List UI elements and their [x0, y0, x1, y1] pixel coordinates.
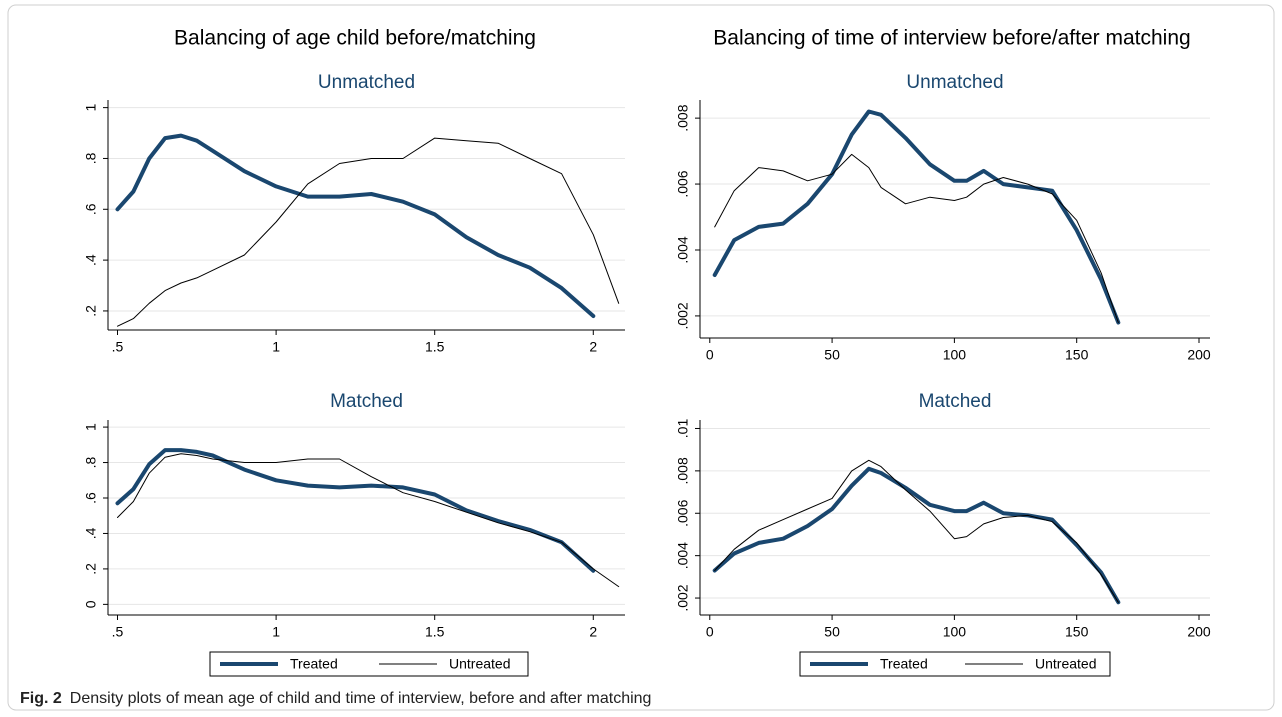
y-tick-label: .2	[83, 563, 99, 575]
series-line	[115, 133, 596, 318]
y-tick-label: .4	[83, 527, 99, 539]
legend-label: Treated	[290, 656, 338, 672]
caption-text: Density plots of mean age of child and t…	[70, 690, 652, 707]
series-line	[115, 448, 596, 573]
x-tick-label: 200	[1187, 624, 1211, 640]
series-line	[117, 453, 620, 588]
y-tick-label: .2	[83, 305, 99, 317]
y-tick-label: .002	[675, 584, 691, 611]
series-line	[712, 109, 1121, 325]
legend-label: Untreated	[449, 656, 510, 672]
y-tick-label: .006	[675, 170, 691, 197]
plot-title: Unmatched	[906, 72, 1003, 93]
y-tick-label: 1	[83, 104, 99, 112]
y-tick-label: .004	[675, 236, 691, 263]
y-tick-label: .004	[675, 542, 691, 569]
series-line	[712, 466, 1121, 605]
x-tick-label: .5	[112, 339, 124, 355]
x-tick-label: 2	[589, 339, 597, 355]
y-tick-label: .8	[83, 456, 99, 468]
x-tick-label: 1.5	[425, 624, 445, 640]
x-tick-label: 150	[1065, 347, 1089, 363]
x-tick-label: 100	[943, 347, 967, 363]
x-tick-label: 200	[1187, 347, 1211, 363]
series-line	[117, 137, 620, 327]
x-tick-label: 0	[706, 347, 714, 363]
x-tick-label: 50	[824, 347, 840, 363]
plot-title: Matched	[919, 391, 992, 412]
caption: Fig. 2 Density plots of mean age of child…	[20, 690, 651, 707]
series-line	[714, 459, 1119, 603]
legend-label: Treated	[880, 656, 928, 672]
y-tick-label: 1	[83, 423, 99, 431]
y-tick-label: .6	[83, 203, 99, 215]
legend-label: Untreated	[1035, 656, 1096, 672]
y-tick-label: 0	[83, 600, 99, 608]
x-tick-label: 100	[943, 624, 967, 640]
x-tick-label: 1.5	[425, 339, 445, 355]
y-tick-label: .008	[675, 457, 691, 484]
x-tick-label: 1	[272, 339, 280, 355]
x-tick-label: 2	[589, 624, 597, 640]
plot-title: Unmatched	[318, 72, 415, 93]
figure-frame	[7, 4, 1275, 711]
y-tick-label: .4	[83, 254, 99, 266]
column-title: Balancing of time of interview before/af…	[713, 27, 1190, 50]
y-tick-label: .6	[83, 492, 99, 504]
y-tick-label: .002	[675, 302, 691, 329]
y-tick-label: .008	[675, 104, 691, 131]
x-tick-label: 150	[1065, 624, 1089, 640]
y-tick-label: .01	[675, 419, 691, 439]
y-tick-label: .006	[675, 499, 691, 526]
column-title: Balancing of age child before/matching	[174, 27, 536, 50]
x-tick-label: .5	[112, 624, 124, 640]
x-tick-label: 50	[824, 624, 840, 640]
caption-label: Fig. 2	[20, 690, 62, 707]
plot-title: Matched	[330, 391, 403, 412]
y-tick-label: .8	[83, 152, 99, 164]
series-line	[714, 153, 1119, 323]
x-tick-label: 1	[272, 624, 280, 640]
x-tick-label: 0	[706, 624, 714, 640]
